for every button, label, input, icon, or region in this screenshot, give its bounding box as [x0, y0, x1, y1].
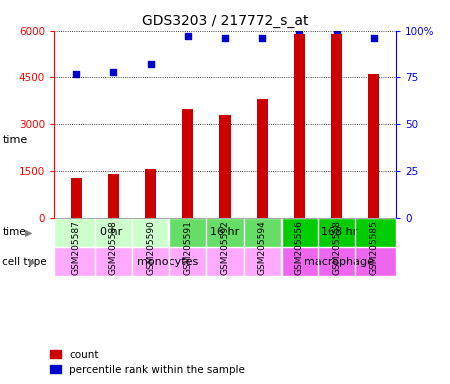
Text: ▶: ▶: [25, 227, 32, 237]
Point: [296, 31, 303, 38]
Legend: count, percentile rank within the sample: count, percentile rank within the sample: [50, 350, 245, 375]
Bar: [282, 218, 396, 247]
Text: 0 hr: 0 hr: [100, 227, 122, 237]
Text: 16 hr: 16 hr: [211, 227, 239, 237]
Bar: [282, 247, 396, 276]
Bar: [182, 109, 194, 218]
Point: [73, 71, 80, 77]
Point: [370, 35, 377, 41]
Point: [333, 31, 340, 38]
Title: GDS3203 / 217772_s_at: GDS3203 / 217772_s_at: [142, 14, 308, 28]
Text: ▶: ▶: [29, 257, 37, 267]
Bar: [145, 169, 156, 218]
Bar: [368, 74, 379, 218]
Bar: [256, 99, 268, 218]
Bar: [54, 218, 168, 247]
Text: monocytes: monocytes: [137, 257, 198, 267]
Bar: [331, 34, 342, 218]
Text: time: time: [2, 227, 26, 237]
Bar: [108, 174, 119, 218]
Text: cell type: cell type: [2, 257, 47, 267]
Point: [147, 61, 154, 68]
Bar: [71, 178, 82, 218]
Point: [221, 35, 229, 41]
Bar: [294, 34, 305, 218]
Bar: [54, 247, 282, 276]
Text: 168 hr: 168 hr: [321, 227, 357, 237]
Text: macrophage: macrophage: [304, 257, 374, 267]
Bar: [220, 116, 230, 218]
Point: [184, 33, 191, 40]
Point: [259, 35, 266, 41]
Point: [110, 69, 117, 75]
Text: time: time: [2, 134, 27, 144]
Bar: [168, 218, 282, 247]
